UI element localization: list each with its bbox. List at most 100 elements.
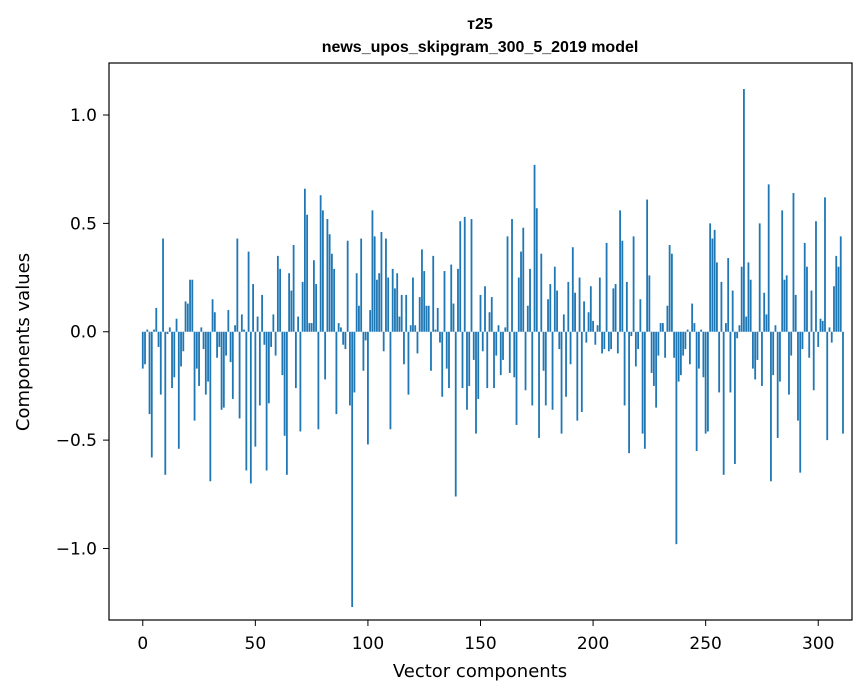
- chart-subtitle: news_upos_skipgram_300_5_2019 model: [322, 39, 639, 56]
- bar-4: [150, 331, 153, 458]
- bar-117: [405, 294, 408, 332]
- bar-64: [285, 331, 288, 475]
- y-tick-label: 0.0: [70, 323, 97, 343]
- bar-123: [418, 297, 421, 332]
- bar-148: [475, 331, 477, 434]
- bar-46: [245, 331, 248, 471]
- bar-153: [486, 331, 489, 389]
- bar-85: [333, 268, 336, 332]
- bar-124: [421, 249, 423, 332]
- bar-212: [619, 210, 621, 332]
- bar-209: [612, 288, 615, 332]
- bar-306: [830, 331, 833, 343]
- bar-145: [468, 331, 471, 386]
- bar-102: [371, 210, 374, 332]
- bar-71: [301, 281, 304, 332]
- bar-44: [240, 314, 243, 332]
- bar-106: [380, 232, 383, 332]
- bar-227: [652, 331, 655, 386]
- bar-76: [312, 260, 315, 332]
- bar-178: [542, 331, 545, 371]
- bar-35: [220, 331, 223, 410]
- bar-111: [391, 268, 394, 332]
- bar-97: [360, 238, 363, 332]
- bar-286: [785, 275, 788, 332]
- bar-284: [781, 210, 784, 332]
- bar-239: [679, 331, 682, 376]
- bar-187: [562, 314, 565, 332]
- bar-110: [389, 331, 392, 430]
- bar-205: [603, 331, 606, 350]
- bar-131: [436, 307, 439, 332]
- bar-92: [349, 331, 351, 406]
- bar-168: [520, 251, 522, 332]
- bar-96: [358, 305, 360, 332]
- y-tick-label: −0.5: [56, 431, 97, 451]
- bar-36: [222, 331, 225, 408]
- bar-119: [409, 325, 412, 332]
- bar-42: [236, 238, 239, 332]
- bar-75: [310, 323, 313, 332]
- bar-83: [328, 234, 331, 332]
- bar-263: [734, 331, 736, 464]
- bar-31: [211, 299, 214, 332]
- bar-280: [772, 331, 775, 376]
- bar-155: [490, 297, 493, 332]
- bar-109: [387, 277, 390, 332]
- bar-116: [403, 331, 405, 365]
- bar-164: [511, 219, 513, 332]
- bar-185: [558, 331, 561, 350]
- bar-9: [162, 238, 164, 332]
- bar-57: [270, 331, 273, 347]
- bar-182: [551, 331, 554, 410]
- bar-258: [722, 331, 725, 475]
- x-tick-label: 50: [245, 634, 267, 654]
- bar-207: [607, 331, 610, 352]
- bar-217: [630, 331, 633, 337]
- bar-260: [727, 258, 730, 332]
- bar-196: [583, 301, 585, 332]
- bar-179: [544, 331, 547, 406]
- bar-86: [335, 331, 338, 415]
- bar-163: [508, 331, 511, 373]
- bar-136: [448, 331, 450, 389]
- bar-166: [515, 331, 518, 425]
- bar-174: [533, 164, 536, 332]
- bar-289: [792, 193, 795, 332]
- bar-67: [292, 245, 295, 332]
- bar-240: [682, 331, 685, 356]
- bar-52: [258, 331, 261, 406]
- bar-147: [472, 331, 475, 360]
- bar-87: [337, 323, 340, 332]
- bar-223: [643, 331, 646, 449]
- bar-203: [598, 277, 601, 332]
- bar-65: [288, 273, 291, 332]
- bar-58: [272, 314, 275, 332]
- bar-15: [175, 318, 178, 332]
- y-axis-ticks: −1.0 −0.5 0.0 0.5 1.0: [56, 106, 109, 559]
- bar-300: [817, 331, 820, 347]
- bar-304: [826, 331, 829, 441]
- bar-234: [668, 245, 671, 332]
- bar-221: [639, 299, 642, 332]
- bar-113: [396, 273, 399, 332]
- bar-169: [522, 227, 525, 332]
- bar-103: [373, 236, 376, 332]
- bar-307: [833, 286, 835, 332]
- bar-193: [576, 331, 579, 421]
- bar-215: [625, 281, 628, 332]
- bar-13: [171, 331, 173, 389]
- bar-262: [731, 290, 734, 332]
- bar-24: [195, 331, 198, 369]
- bar-199: [589, 286, 592, 332]
- bar-26: [200, 327, 203, 332]
- bar-206: [605, 242, 608, 332]
- bar-282: [776, 331, 779, 438]
- bar-213: [621, 240, 624, 332]
- bar-115: [400, 294, 403, 332]
- bar-63: [283, 331, 286, 436]
- bar-277: [765, 314, 768, 332]
- bar-273: [756, 331, 759, 360]
- bar-167: [517, 277, 520, 332]
- bar-30: [209, 331, 212, 482]
